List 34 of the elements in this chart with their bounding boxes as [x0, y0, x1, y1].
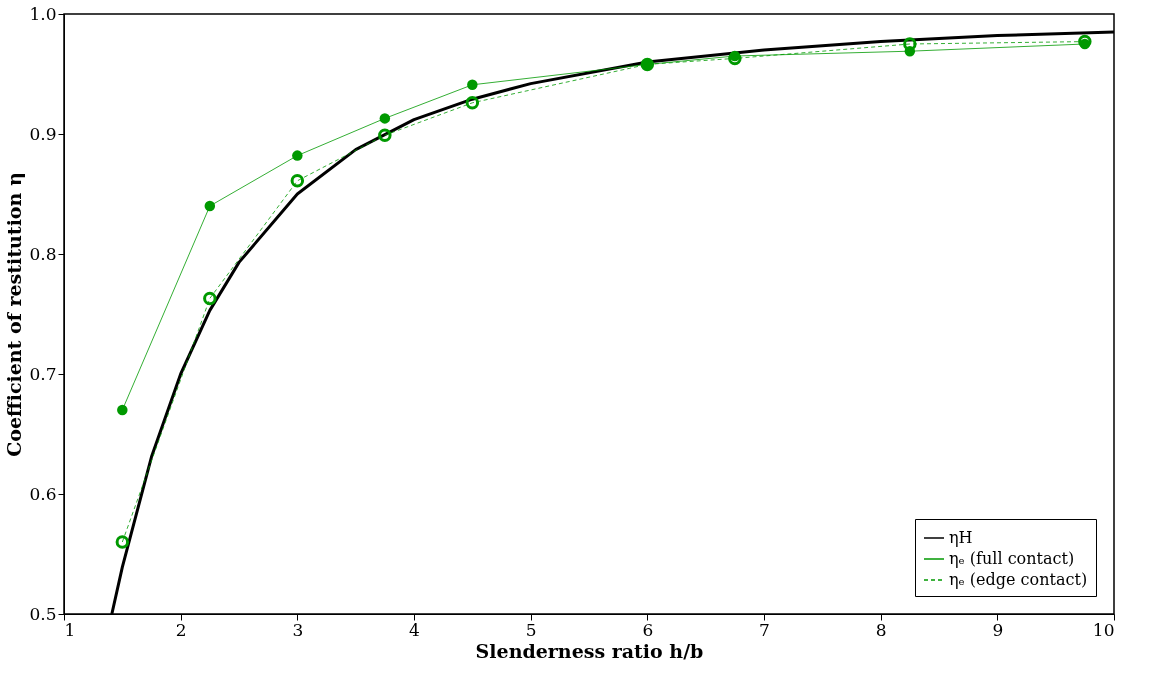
x-tick-label: 7: [759, 619, 770, 640]
y-tick-label: 1.0: [29, 3, 57, 24]
legend-label: ηₑ (edge contact): [949, 570, 1088, 589]
y-tick-label: 0.9: [29, 123, 57, 144]
x-axis-title: Slenderness ratio h/b: [475, 639, 704, 662]
x-tick-label: 4: [409, 619, 420, 640]
x-tick-label: 5: [525, 619, 537, 640]
x-tick-label: 9: [992, 619, 1004, 640]
point: [728, 51, 742, 66]
y-tick-label: 0.5: [29, 603, 57, 624]
x-tick-label: 6: [642, 619, 654, 640]
point: [292, 150, 303, 161]
point: [903, 37, 917, 51]
legend-label: ηₑ (full contact): [949, 549, 1075, 568]
point: [117, 404, 128, 416]
x-tick-label: 10: [1092, 619, 1115, 640]
x-tick-label: 3: [292, 619, 304, 640]
point: [467, 79, 478, 91]
x-tick-label: 2: [175, 619, 187, 640]
x-tick-label: 8: [875, 619, 887, 640]
point: [204, 200, 216, 212]
point: [203, 291, 217, 306]
point: [378, 128, 392, 142]
y-tick-label: 0.8: [29, 243, 57, 264]
x-tick-label: 1: [64, 619, 76, 640]
legend-label: ηH: [949, 528, 973, 547]
y-tick-label: 0.7: [29, 363, 57, 384]
y-axis-title: Coefficient of restitution η: [3, 172, 26, 457]
point: [1078, 34, 1092, 49]
point: [465, 96, 480, 110]
point: [379, 113, 391, 124]
point: [115, 535, 130, 549]
y-tick-label: 0.6: [29, 483, 57, 504]
point: [290, 174, 305, 188]
